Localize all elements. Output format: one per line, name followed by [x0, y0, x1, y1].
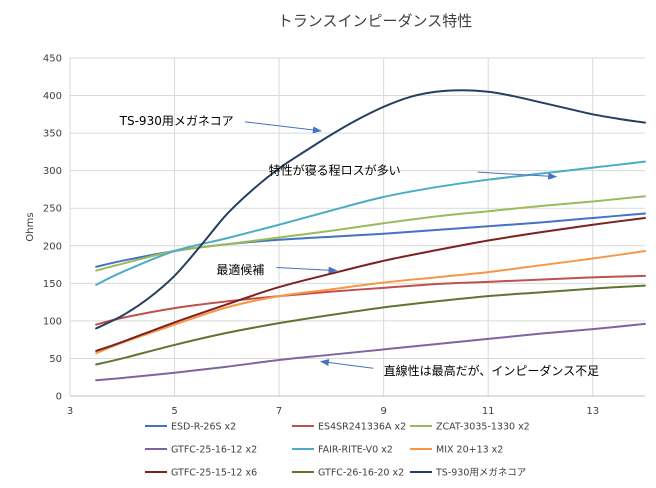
series-line-6 [95, 250, 646, 355]
y-tick-label: 400 [43, 91, 62, 102]
annotation-arrow-a2 [477, 171, 558, 180]
annotation-arrow-a1 [245, 121, 322, 134]
annotations: TS-930用メガネコア特性が寝る程ロスが多い最適候補直線性は最高だが、インピー… [119, 114, 600, 378]
x-tick-label: 7 [276, 406, 282, 417]
y-tick-label: 350 [43, 129, 62, 140]
x-tick-label: 11 [482, 406, 495, 417]
legend-label: TS-930用メガネコア [435, 468, 526, 479]
legend-label: MIX 20+13 x2 [436, 445, 503, 456]
legend-label: GTFC-25-16-12 x2 [171, 445, 257, 456]
series-lines [95, 89, 646, 382]
legend-label: GTFC-25-15-12 x6 [171, 468, 257, 479]
series-line-1 [95, 212, 646, 268]
annotation-label-a1: TS-930用メガネコア [119, 114, 234, 128]
annotation-arrow-a4 [319, 359, 374, 369]
series-line-3 [95, 195, 646, 272]
y-tick-label: 300 [43, 166, 62, 177]
annotation-label-a2: 特性が寝る程ロスが多い [269, 163, 401, 178]
series-line-9 [95, 89, 646, 330]
y-tick-label: 250 [43, 204, 62, 215]
x-tick-label: 5 [171, 406, 177, 417]
legend: ESD-R-26S x2 ES4SR241336A x2 ZCAT-3035-133… [145, 422, 530, 479]
x-tick-label: 9 [380, 406, 386, 417]
axes: 0 50 100 150 200 250 300 350 400 450 3 5 7 9 11 13 [43, 54, 645, 417]
x-tick-label: 3 [67, 406, 73, 417]
y-axis-label: Ohms [25, 212, 36, 241]
series-line-8 [95, 284, 646, 366]
annotation-label-a3: 最適候補 [216, 262, 264, 277]
series-line-7 [95, 216, 646, 352]
series-line-2 [95, 274, 646, 326]
chart-title: トランスインピーダンス特性 [278, 12, 472, 30]
legend-label: FAIR-RITE-V0 x2 [318, 445, 393, 456]
y-tick-label: 100 [43, 316, 62, 327]
legend-label: GTFC-26-16-20 x2 [318, 468, 404, 479]
legend-label: ES4SR241336A x2 [318, 422, 406, 433]
annotation-label-a4: 直線性は最高だが、インピーダンス不足 [384, 363, 600, 378]
legend-label: ESD-R-26S x2 [171, 422, 236, 433]
gridlines [69, 57, 645, 397]
y-tick-label: 150 [43, 279, 62, 290]
y-tick-label: 50 [49, 354, 62, 365]
series-line-5 [95, 160, 646, 286]
y-tick-label: 450 [43, 54, 62, 65]
y-tick-label: 0 [56, 392, 62, 403]
y-tick-label: 200 [43, 241, 62, 252]
x-tick-label: 13 [586, 406, 599, 417]
annotation-arrow-a3 [276, 266, 338, 274]
legend-label: ZCAT-3035-1330 x2 [436, 422, 530, 433]
series-line-4 [95, 322, 646, 382]
